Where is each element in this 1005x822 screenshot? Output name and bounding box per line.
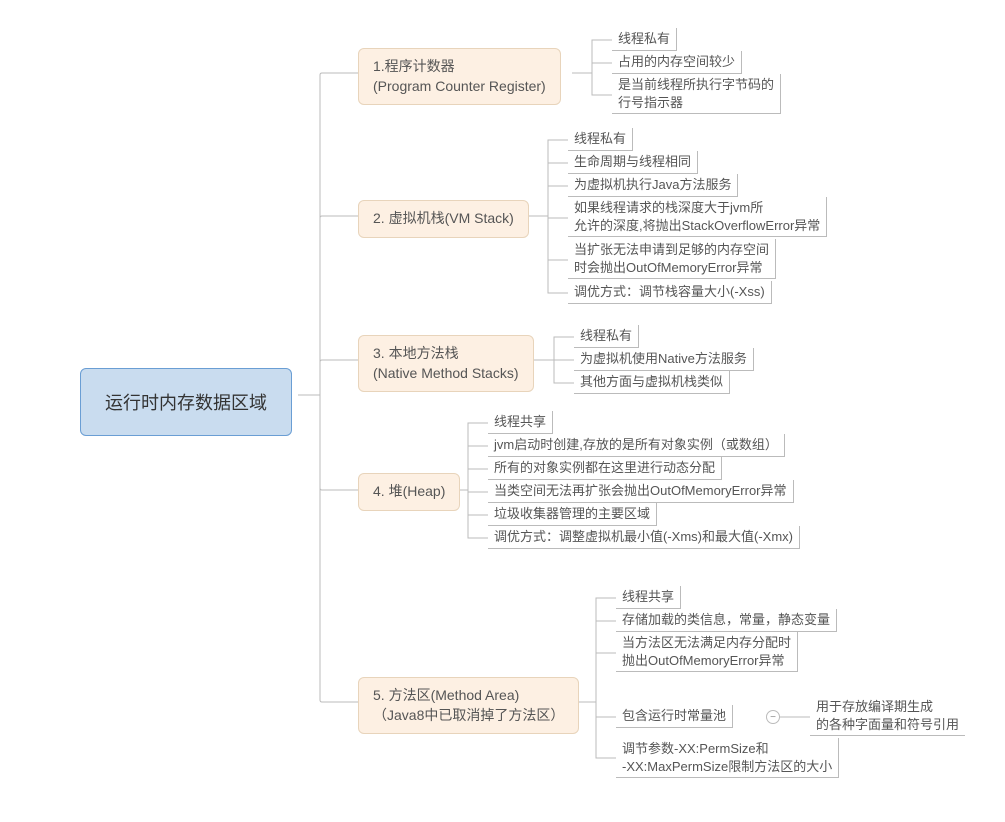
leaf-b1-1: 占用的内存空间较少 (612, 51, 742, 74)
leaf-b5-2: 当方法区无法满足内存分配时 抛出OutOfMemoryError异常 (616, 632, 798, 672)
branch4-line1: 4. 堆(Heap) (373, 483, 445, 499)
leaf-b2-5: 调优方式：调节栈容量大小(-Xss) (568, 281, 772, 304)
branch-native-method-stacks[interactable]: 3. 本地方法栈 (Native Method Stacks) (358, 335, 534, 392)
branch5-line1: 5. 方法区(Method Area) (373, 687, 519, 703)
leaf-b4-3: 当类空间无法再扩张会抛出OutOfMemoryError异常 (488, 480, 794, 503)
leaf-b4-0: 线程共享 (488, 411, 553, 434)
branch-method-area[interactable]: 5. 方法区(Method Area) （Java8中已取消掉了方法区） (358, 677, 579, 734)
branch3-line2: (Native Method Stacks) (373, 365, 519, 381)
leaf-b5-4: 调节参数-XX:PermSize和 -XX:MaxPermSize限制方法区的大… (616, 738, 839, 778)
branch-program-counter[interactable]: 1.程序计数器 (Program Counter Register) (358, 48, 561, 105)
branch-vm-stack[interactable]: 2. 虚拟机栈(VM Stack) (358, 200, 529, 238)
leaf-b2-1: 生命周期与线程相同 (568, 151, 698, 174)
leaf-b2-4: 当扩张无法申请到足够的内存空间 时会抛出OutOfMemoryError异常 (568, 239, 776, 279)
leaf-b3-1: 为虚拟机使用Native方法服务 (574, 348, 754, 371)
leaf-b4-2: 所有的对象实例都在这里进行动态分配 (488, 457, 722, 480)
leaf-b5-1: 存储加载的类信息，常量，静态变量 (616, 609, 837, 632)
leaf-b4-1: jvm启动时创建,存放的是所有对象实例（或数组） (488, 434, 785, 457)
leaf-b5-sub: 用于存放编译期生成 的各种字面量和符号引用 (810, 696, 965, 736)
leaf-b4-4: 垃圾收集器管理的主要区域 (488, 503, 657, 526)
branch3-line1: 3. 本地方法栈 (373, 345, 459, 361)
root-label: 运行时内存数据区域 (105, 393, 267, 413)
branch1-line1: 1.程序计数器 (373, 58, 455, 74)
leaf-b3-2: 其他方面与虚拟机栈类似 (574, 371, 730, 394)
leaf-b2-0: 线程私有 (568, 128, 633, 151)
branch5-line2: （Java8中已取消掉了方法区） (373, 707, 564, 723)
branch2-line1: 2. 虚拟机栈(VM Stack) (373, 210, 514, 226)
leaf-b3-0: 线程私有 (574, 325, 639, 348)
collapse-icon[interactable]: − (766, 710, 780, 724)
leaf-b1-2: 是当前线程所执行字节码的 行号指示器 (612, 74, 781, 114)
root-node[interactable]: 运行时内存数据区域 (80, 368, 292, 436)
branch1-line2: (Program Counter Register) (373, 78, 546, 94)
branch-heap[interactable]: 4. 堆(Heap) (358, 473, 460, 511)
leaf-b1-0: 线程私有 (612, 28, 677, 51)
leaf-b5-3: 包含运行时常量池 (616, 705, 733, 728)
leaf-b2-2: 为虚拟机执行Java方法服务 (568, 174, 738, 197)
leaf-b5-0: 线程共享 (616, 586, 681, 609)
leaf-b2-3: 如果线程请求的栈深度大于jvm所 允许的深度,将抛出StackOverflowE… (568, 197, 827, 237)
leaf-b4-5: 调优方式：调整虚拟机最小值(-Xms)和最大值(-Xmx) (488, 526, 800, 549)
